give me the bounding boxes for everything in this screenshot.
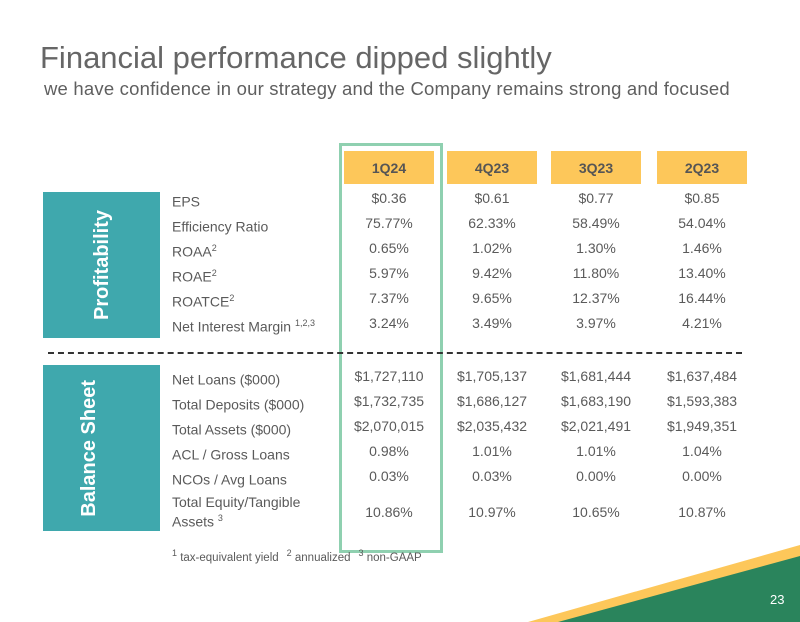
table-row: Efficiency Ratio 75.77% 62.33% 58.49% 54.04% — [0, 215, 800, 237]
cell-value: 75.77% — [365, 215, 413, 231]
section-balance-sheet: Balance Sheet — [43, 365, 160, 531]
column-header-2q23: 2Q23 — [657, 151, 747, 184]
cell-value: 3.24% — [369, 315, 409, 331]
footnotes: 1 tax-equivalent yield 2 annualized 3 non-… — [172, 548, 430, 564]
cell-value: $1,683,190 — [560, 393, 632, 409]
row-label: Net Interest Margin 1,2,3 — [172, 318, 315, 335]
cell-value: $1,681,444 — [560, 368, 632, 384]
cell-value: $1,593,383 — [666, 393, 738, 409]
cell-value: $1,686,127 — [456, 393, 528, 409]
cell-value: $1,727,110 — [354, 368, 424, 384]
cell-value: $0.36 — [371, 190, 407, 206]
footnote-text: tax-equivalent yield — [177, 551, 279, 564]
row-label: EPS — [172, 193, 201, 210]
cell-value: 5.97% — [369, 265, 409, 281]
row-label: Total Equity/Tangible Assets 3 — [172, 494, 301, 530]
row-label: ROAE2 — [172, 268, 217, 285]
column-header-4q23: 4Q23 — [447, 151, 537, 184]
cell-value: $2,070,015 — [353, 418, 425, 434]
row-label: ROAA2 — [172, 243, 217, 260]
cell-value: 1.30% — [576, 240, 616, 256]
table-row: ROATCE2 7.37% 9.65% 12.37% 16.44% — [0, 290, 800, 312]
table-row: Net Loans ($000) $1,727,110 $1,705,137 $1,6… — [0, 368, 800, 390]
footnote-text: non-GAAP — [363, 551, 422, 564]
footnote-number: 1 — [172, 548, 178, 558]
table-row: Net Interest Margin 1,2,3 3.24% 3.49% 3.97%… — [0, 315, 800, 337]
cell-value: 62.33% — [468, 215, 516, 231]
row-label: Total Assets ($000) — [172, 421, 292, 438]
cell-value: 10.87% — [678, 504, 726, 520]
table-row: Total Deposits ($000) $1,732,735 $1,686,12… — [0, 393, 800, 415]
cell-value: 3.97% — [576, 315, 616, 331]
row-label: Total Deposits ($000) — [172, 396, 305, 413]
table-row: EPS $0.36 $0.61 $0.77 $0.85 — [0, 190, 800, 212]
cell-value: 0.03% — [472, 468, 512, 484]
cell-value: 1.04% — [682, 443, 722, 459]
section-profitability: Profitability — [43, 192, 160, 338]
slide-title: Financial performance dipped slightly — [40, 40, 552, 75]
cell-value: 0.00% — [576, 468, 616, 484]
cell-value: 1.46% — [682, 240, 722, 256]
cell-value: 0.00% — [682, 468, 722, 484]
cell-value: 1.02% — [472, 240, 512, 256]
cell-value: 1.01% — [576, 443, 616, 459]
cell-value: 58.49% — [572, 215, 620, 231]
table-row: ACL / Gross Loans 0.98% 1.01% 1.01% 1.04% — [0, 443, 800, 465]
cell-value: $0.77 — [578, 190, 614, 206]
row-label: Efficiency Ratio — [172, 218, 269, 235]
footnote-number: 3 — [358, 548, 364, 558]
cell-value: 9.42% — [472, 265, 512, 281]
cell-value: 7.37% — [369, 290, 409, 306]
page-number: 23 — [770, 592, 785, 607]
cell-value: 0.03% — [369, 468, 409, 484]
cell-value: 0.98% — [369, 443, 409, 459]
cell-value: 4.21% — [682, 315, 722, 331]
cell-value: $1,949,351 — [666, 418, 738, 434]
cell-value: 1.01% — [472, 443, 512, 459]
section-divider — [48, 352, 742, 354]
row-label: ACL / Gross Loans — [172, 446, 290, 463]
cell-value: 3.49% — [472, 315, 512, 331]
current-quarter-highlight — [339, 143, 443, 553]
column-header-3q23: 3Q23 — [551, 151, 641, 184]
cell-value: $2,021,491 — [560, 418, 632, 434]
row-label: Net Loans ($000) — [172, 371, 281, 388]
cell-value: $0.61 — [474, 190, 510, 206]
row-label: NCOs / Avg Loans — [172, 471, 287, 488]
cell-value: 0.65% — [369, 240, 409, 256]
column-header-1q24: 1Q24 — [344, 151, 434, 184]
cell-value: 16.44% — [678, 290, 726, 306]
table-row: Total Equity/Tangible Assets 3 10.86% 10.9… — [0, 494, 800, 530]
footnote-number: 2 — [286, 548, 292, 558]
cell-value: 54.04% — [678, 215, 726, 231]
table-row: NCOs / Avg Loans 0.03% 0.03% 0.00% 0.00% — [0, 468, 800, 490]
footnote-text: annualized — [291, 551, 351, 564]
cell-value: $0.85 — [684, 190, 720, 206]
row-label: ROATCE2 — [172, 293, 235, 310]
slide-subtitle: we have confidence in our strategy and t… — [44, 78, 730, 99]
table-row: ROAA2 0.65% 1.02% 1.30% 1.46% — [0, 240, 800, 262]
cell-value: 10.86% — [365, 504, 413, 520]
cell-value: 9.65% — [472, 290, 512, 306]
cell-value: 12.37% — [572, 290, 620, 306]
cell-value: 13.40% — [678, 265, 726, 281]
cell-value: $1,705,137 — [456, 368, 528, 384]
table-row: ROAE2 5.97% 9.42% 11.80% 13.40% — [0, 265, 800, 287]
cell-value: $1,732,735 — [353, 393, 425, 409]
table-row: Total Assets ($000) $2,070,015 $2,035,432 $… — [0, 418, 800, 440]
cell-value: 11.80% — [572, 265, 620, 281]
cell-value: $2,035,432 — [456, 418, 528, 434]
cell-value: 10.97% — [468, 504, 516, 520]
cell-value: $1,637,484 — [666, 368, 738, 384]
green-triangle — [558, 556, 800, 622]
cell-value: 10.65% — [572, 504, 620, 520]
